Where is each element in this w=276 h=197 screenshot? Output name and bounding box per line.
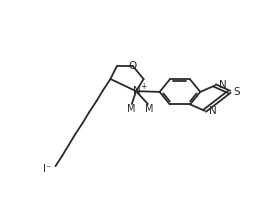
Text: N: N	[208, 106, 216, 116]
Text: M: M	[127, 104, 136, 114]
Text: O: O	[129, 61, 137, 71]
Text: I⁻: I⁻	[43, 164, 52, 174]
Text: N: N	[219, 80, 226, 90]
Text: N: N	[133, 86, 140, 96]
Text: S: S	[234, 87, 240, 97]
Text: +: +	[140, 82, 146, 91]
Text: M: M	[145, 104, 153, 114]
